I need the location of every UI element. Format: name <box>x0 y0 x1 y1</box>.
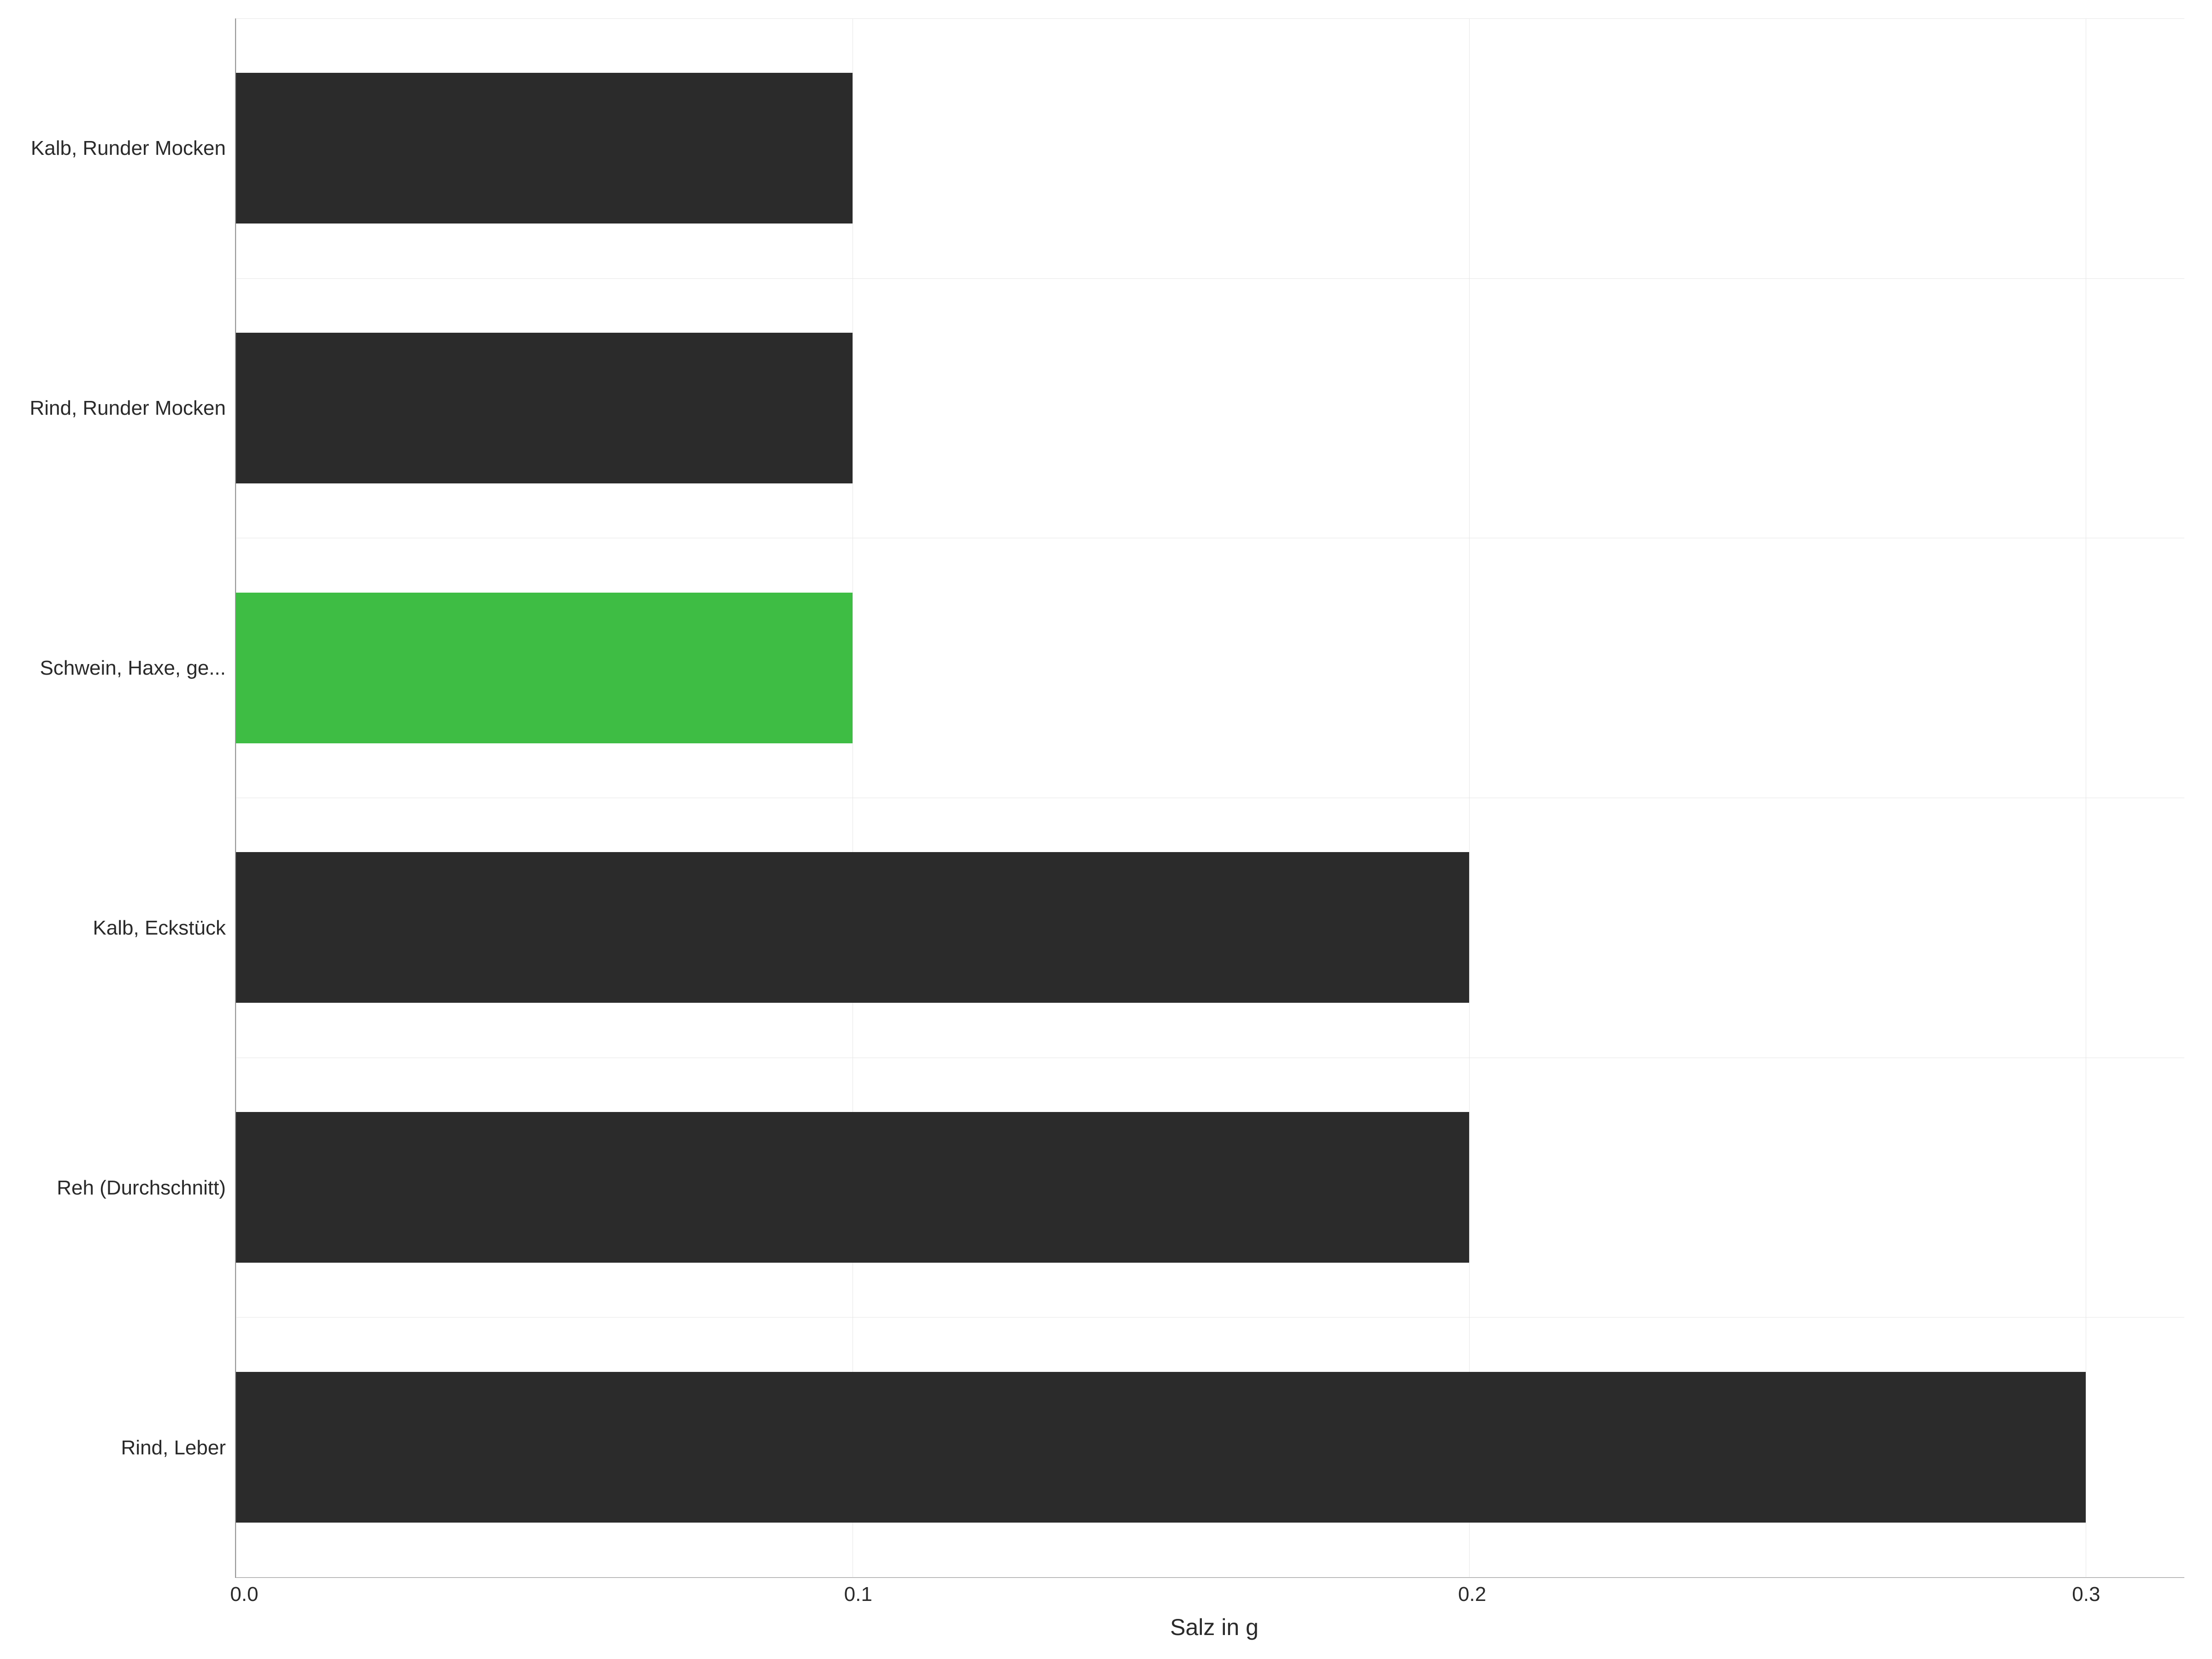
y-axis-label: Rind, Leber <box>18 1436 226 1459</box>
horizontal-bar-chart: Kalb, Runder Mocken Rind, Runder Mocken Sc… <box>18 18 2184 1641</box>
x-axis-title: Salz in g <box>244 1614 2184 1641</box>
bar <box>236 1372 2086 1523</box>
bar <box>236 73 853 224</box>
plot-area <box>235 18 2184 1578</box>
y-axis-labels: Kalb, Runder Mocken Rind, Runder Mocken Sc… <box>18 18 235 1578</box>
x-axis-tick-label: 0.1 <box>844 1583 872 1606</box>
y-axis-label: Kalb, Eckstück <box>18 917 226 940</box>
plot-row: Kalb, Runder Mocken Rind, Runder Mocken Sc… <box>18 18 2184 1578</box>
x-axis: 0.00.10.20.3 Salz in g <box>244 1578 2184 1641</box>
bar-slot <box>236 538 2184 798</box>
x-axis-tick-label: 0.3 <box>2072 1583 2100 1606</box>
bar <box>236 593 853 743</box>
bar <box>236 333 853 483</box>
bars-layer <box>236 18 2184 1577</box>
bar-slot <box>236 18 2184 278</box>
x-axis-tick-label: 0.0 <box>230 1583 258 1606</box>
chart-container: Kalb, Runder Mocken Rind, Runder Mocken Sc… <box>0 0 2212 1659</box>
y-axis-label: Kalb, Runder Mocken <box>18 137 226 160</box>
x-axis-tick-label: 0.2 <box>1458 1583 1486 1606</box>
bar-slot <box>236 278 2184 538</box>
y-axis-label: Reh (Durchschnitt) <box>18 1177 226 1200</box>
y-axis-label: Schwein, Haxe, ge... <box>18 657 226 680</box>
y-axis-label: Rind, Runder Mocken <box>18 397 226 420</box>
bar <box>236 1112 1469 1263</box>
bar-slot <box>236 1317 2184 1577</box>
x-axis-ticks: 0.00.10.20.3 <box>244 1578 2184 1610</box>
bar <box>236 852 1469 1003</box>
x-axis-row: 0.0 0.1 0.2 0.3 Salz in g <box>18 1578 2184 1641</box>
bar-slot <box>236 798 2184 1058</box>
x-axis-spacer <box>18 1578 244 1641</box>
bar-slot <box>236 1058 2184 1318</box>
